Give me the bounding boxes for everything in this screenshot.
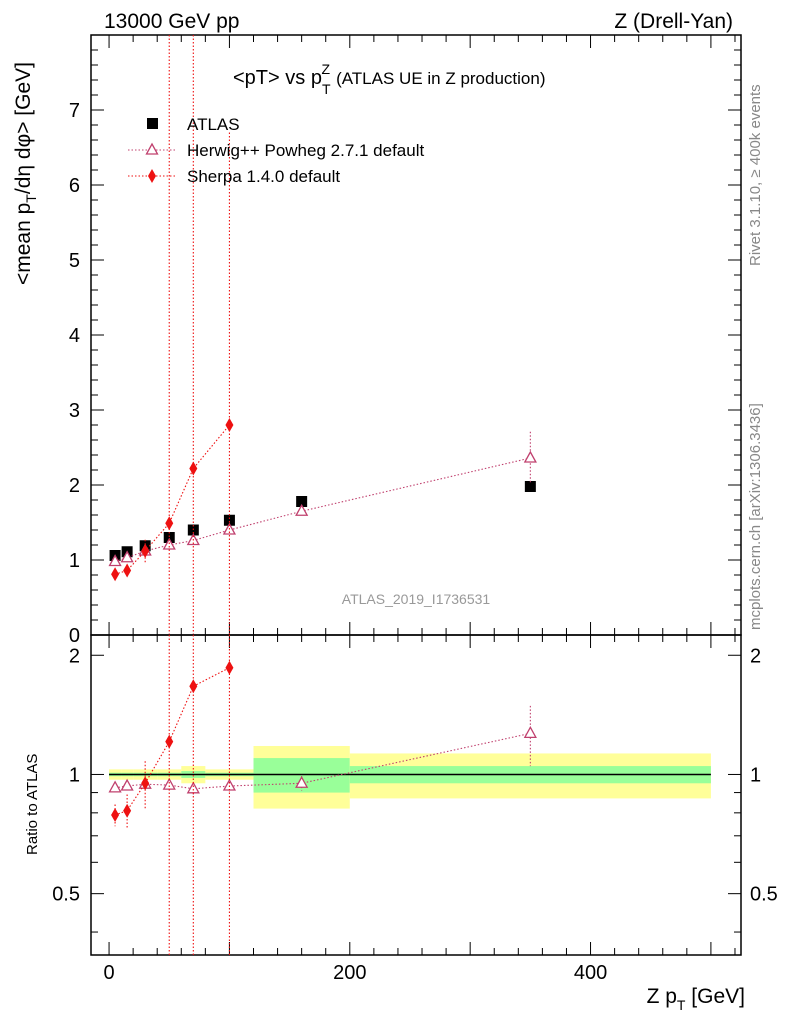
- ratio-series-1-point: [123, 803, 132, 818]
- header-left: 13000 GeV pp: [104, 10, 239, 33]
- mcplots-label: mcplots.cern.ch [arXiv:1306.3436]: [747, 403, 764, 630]
- ratio-series-0-point: [295, 775, 309, 788]
- x-axis-label: Z pT [GeV]: [647, 985, 745, 1013]
- main-series-1-point: [295, 503, 309, 516]
- ratio-panel-frame: [90, 634, 742, 956]
- ratio-series-0-point: [523, 726, 537, 739]
- legend-marker-sherpa: [148, 169, 156, 183]
- ratio-series-1-point: [111, 807, 120, 822]
- ratio-series-layer: [108, 635, 537, 955]
- ratio-ytick-label-right: 1: [750, 764, 761, 786]
- legend-label-atlas: ATLAS: [187, 115, 240, 134]
- title-sub: T: [322, 81, 331, 97]
- xtick-label: 0: [103, 962, 114, 984]
- main-ytick-label: 1: [69, 550, 80, 572]
- main-series-2-point: [123, 563, 132, 578]
- ratio-series-0-point: [108, 780, 122, 793]
- ratio-series-1-point: [225, 660, 234, 675]
- main-series-1-point: [108, 554, 122, 567]
- main-series-0-point: [163, 532, 175, 543]
- main-ytick-label: 4: [69, 325, 80, 347]
- ratio-ytick-label-right: 2: [750, 645, 761, 667]
- title-sup: Z: [322, 61, 331, 77]
- ratio-ytick-label-left: 1: [69, 764, 80, 786]
- xtick-label: 400: [574, 962, 607, 984]
- ratio-series-1-point: [189, 679, 198, 694]
- main-series-0-point: [524, 481, 536, 492]
- main-ytick-label: 5: [69, 250, 80, 272]
- x-ticks: 0 200 400: [103, 35, 736, 984]
- chart-title: <pT> vs pTZ (ATLAS UE in Z production): [233, 61, 546, 97]
- title-main: <pT> vs p: [233, 67, 322, 89]
- ratio-ytick-label-left: 2: [69, 645, 80, 667]
- main-series-0-point: [223, 514, 235, 526]
- analysis-watermark: ATLAS_2019_I1736531: [342, 591, 491, 607]
- main-ytick-label: 3: [69, 400, 80, 422]
- ratio-series-1-point: [141, 776, 150, 791]
- main-series-0-point: [296, 496, 308, 507]
- ratio-ytick-label-right: 0.5: [750, 884, 778, 906]
- main-series-layer: [108, 35, 537, 635]
- ratio-y-axis-label: Ratio to ATLAS: [24, 754, 41, 855]
- ratio-uncertainty-bands: [109, 745, 711, 809]
- main-series-1-point: [523, 450, 537, 463]
- legend-label-herwig: Herwig++ Powheg 2.7.1 default: [187, 141, 424, 160]
- ratio-y-ticks: 0.5 0.5 1 1 2 2: [52, 645, 778, 933]
- main-y-axis-label: <mean pT/dη dφ> [GeV]: [12, 62, 39, 285]
- main-series-1-point: [120, 550, 134, 563]
- main-series-1-line: [114, 457, 531, 563]
- main-series-2-point: [141, 544, 150, 558]
- main-y-ticks: 0 1 2 3 4 5 6 7: [69, 34, 741, 647]
- main-ytick-label: 2: [69, 475, 80, 497]
- legend-marker-atlas: [147, 118, 158, 129]
- main-series-2-point: [111, 567, 120, 582]
- header-right: Z (Drell-Yan): [614, 10, 733, 33]
- ratio-series-0-point: [162, 777, 176, 790]
- ratio-ytick-label-left: 0.5: [52, 884, 80, 906]
- title-extra: (ATLAS UE in Z production): [336, 69, 545, 88]
- ratio-series-0-point: [120, 778, 134, 791]
- xtick-label: 200: [333, 962, 366, 984]
- legend-marker-herwig: [145, 142, 159, 155]
- rivet-label: Rivet 3.1.10, ≥ 400k events: [747, 84, 764, 266]
- legend-label-sherpa: Sherpa 1.4.0 default: [187, 167, 340, 186]
- main-ytick-label: 7: [69, 100, 80, 122]
- ratio-series-0-point: [222, 778, 237, 791]
- main-ytick-label: 6: [69, 175, 80, 197]
- ratio-series-1-point: [165, 734, 174, 749]
- legend: ATLAS Herwig++ Powheg 2.7.1 default Sher…: [128, 115, 424, 186]
- main-series-2-point: [225, 418, 234, 432]
- main-ytick-label: 0: [69, 625, 80, 647]
- main-series-2-point: [189, 461, 198, 476]
- main-series-2-point: [165, 516, 174, 531]
